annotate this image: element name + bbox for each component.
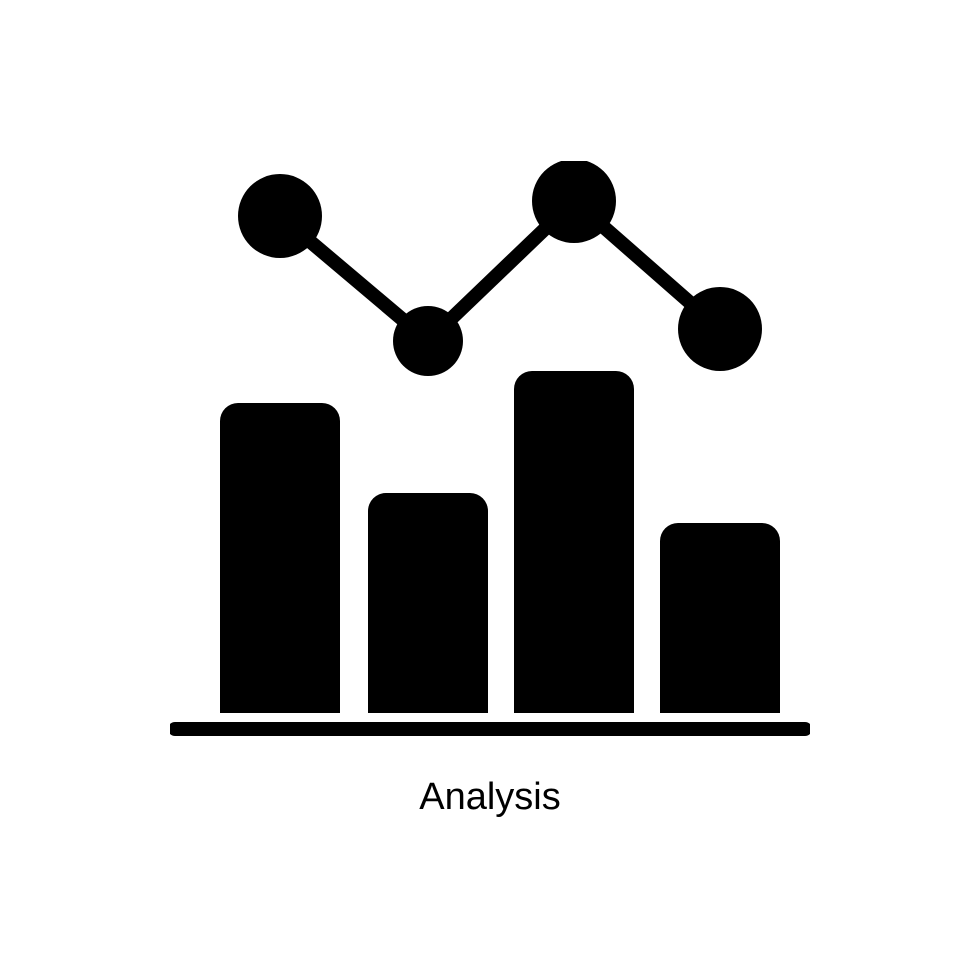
trend-line — [280, 201, 720, 341]
icon-label: Analysis — [419, 776, 561, 819]
analysis-chart-icon — [170, 161, 810, 741]
bars — [220, 371, 780, 731]
analysis-icon-container: Analysis — [170, 161, 810, 819]
